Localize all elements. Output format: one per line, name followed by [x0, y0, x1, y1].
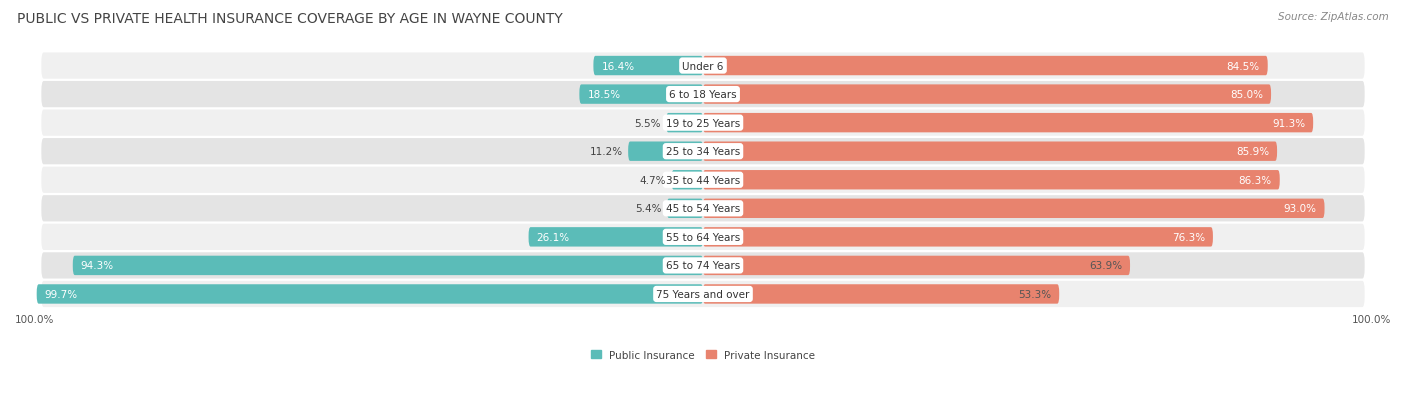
- Text: 5.4%: 5.4%: [636, 204, 662, 214]
- FancyBboxPatch shape: [703, 85, 1271, 104]
- FancyBboxPatch shape: [41, 281, 1365, 307]
- FancyBboxPatch shape: [703, 285, 1059, 304]
- FancyBboxPatch shape: [593, 57, 703, 76]
- FancyBboxPatch shape: [666, 199, 703, 218]
- Text: 93.0%: 93.0%: [1284, 204, 1316, 214]
- Text: 76.3%: 76.3%: [1171, 232, 1205, 242]
- Text: 53.3%: 53.3%: [1018, 289, 1052, 299]
- Text: Under 6: Under 6: [682, 62, 724, 71]
- FancyBboxPatch shape: [579, 85, 703, 104]
- FancyBboxPatch shape: [37, 285, 703, 304]
- Text: 4.7%: 4.7%: [640, 176, 666, 185]
- Text: 85.9%: 85.9%: [1236, 147, 1270, 157]
- FancyBboxPatch shape: [703, 199, 1324, 218]
- Text: 5.5%: 5.5%: [634, 119, 661, 128]
- FancyBboxPatch shape: [628, 142, 703, 161]
- Text: 19 to 25 Years: 19 to 25 Years: [666, 119, 740, 128]
- FancyBboxPatch shape: [703, 171, 1279, 190]
- FancyBboxPatch shape: [41, 139, 1365, 165]
- Text: 84.5%: 84.5%: [1226, 62, 1260, 71]
- Text: 16.4%: 16.4%: [602, 62, 634, 71]
- Text: 85.0%: 85.0%: [1230, 90, 1263, 100]
- Text: 75 Years and over: 75 Years and over: [657, 289, 749, 299]
- FancyBboxPatch shape: [703, 114, 1313, 133]
- FancyBboxPatch shape: [73, 256, 703, 275]
- Text: 86.3%: 86.3%: [1239, 176, 1272, 185]
- Text: 18.5%: 18.5%: [588, 90, 620, 100]
- FancyBboxPatch shape: [41, 53, 1365, 79]
- Text: 11.2%: 11.2%: [589, 147, 623, 157]
- Text: 35 to 44 Years: 35 to 44 Years: [666, 176, 740, 185]
- Text: 45 to 54 Years: 45 to 54 Years: [666, 204, 740, 214]
- Text: 55 to 64 Years: 55 to 64 Years: [666, 232, 740, 242]
- Text: 65 to 74 Years: 65 to 74 Years: [666, 261, 740, 271]
- FancyBboxPatch shape: [41, 82, 1365, 108]
- Text: 63.9%: 63.9%: [1088, 261, 1122, 271]
- FancyBboxPatch shape: [703, 256, 1130, 275]
- Text: 94.3%: 94.3%: [80, 261, 114, 271]
- FancyBboxPatch shape: [41, 253, 1365, 279]
- FancyBboxPatch shape: [41, 224, 1365, 250]
- FancyBboxPatch shape: [672, 171, 703, 190]
- Text: 25 to 34 Years: 25 to 34 Years: [666, 147, 740, 157]
- Text: PUBLIC VS PRIVATE HEALTH INSURANCE COVERAGE BY AGE IN WAYNE COUNTY: PUBLIC VS PRIVATE HEALTH INSURANCE COVER…: [17, 12, 562, 26]
- FancyBboxPatch shape: [666, 114, 703, 133]
- Text: Source: ZipAtlas.com: Source: ZipAtlas.com: [1278, 12, 1389, 22]
- FancyBboxPatch shape: [703, 228, 1213, 247]
- Legend: Public Insurance, Private Insurance: Public Insurance, Private Insurance: [591, 350, 815, 360]
- FancyBboxPatch shape: [703, 142, 1277, 161]
- Text: 99.7%: 99.7%: [45, 289, 77, 299]
- Text: 26.1%: 26.1%: [537, 232, 569, 242]
- FancyBboxPatch shape: [41, 196, 1365, 222]
- FancyBboxPatch shape: [41, 167, 1365, 193]
- Text: 6 to 18 Years: 6 to 18 Years: [669, 90, 737, 100]
- FancyBboxPatch shape: [41, 110, 1365, 136]
- FancyBboxPatch shape: [529, 228, 703, 247]
- FancyBboxPatch shape: [703, 57, 1268, 76]
- Text: 91.3%: 91.3%: [1272, 119, 1305, 128]
